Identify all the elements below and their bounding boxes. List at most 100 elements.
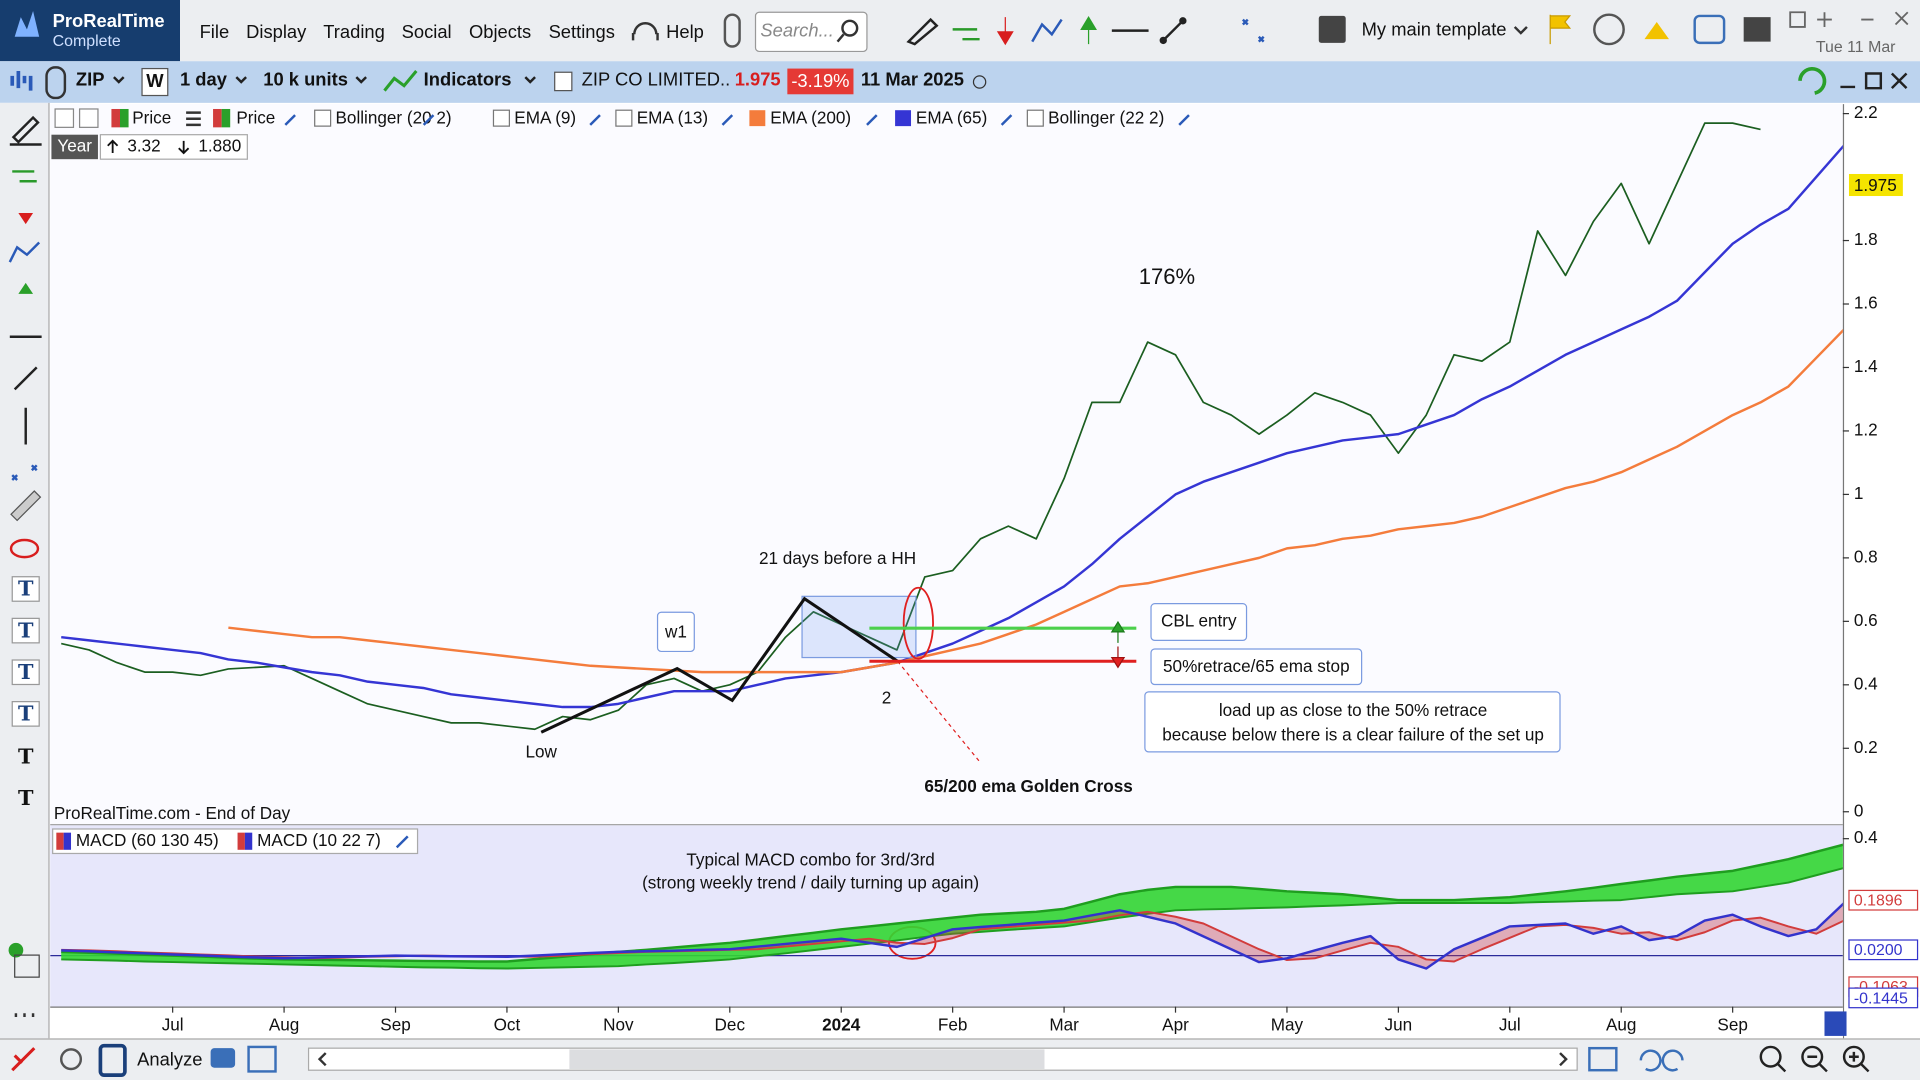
calculator-icon[interactable]: [1743, 17, 1771, 42]
draw-tool[interactable]: [9, 115, 42, 146]
indicators-icon[interactable]: [383, 70, 418, 92]
menu-item[interactable]: Display: [246, 21, 307, 42]
fib-tool[interactable]: [1241, 18, 1265, 43]
info-icon[interactable]: [554, 71, 573, 92]
share-icon[interactable]: [59, 1048, 83, 1071]
legend-swatch[interactable]: [895, 110, 912, 127]
text-tool-button[interactable]: [11, 659, 40, 686]
zoom-in[interactable]: [1842, 1045, 1865, 1068]
dropdown-arrow[interactable]: [113, 76, 125, 84]
menu-item[interactable]: Trading: [323, 21, 385, 42]
legend-checkbox[interactable]: [1026, 109, 1044, 127]
scroll-arrows[interactable]: [317, 1052, 1568, 1067]
legend-button[interactable]: [78, 108, 99, 128]
annotation: w1: [664, 622, 687, 642]
link-button[interactable]: [723, 13, 741, 48]
legend-label[interactable]: Price: [236, 107, 275, 127]
zoom-fit[interactable]: [1759, 1045, 1782, 1068]
dropdown-arrow[interactable]: [355, 76, 367, 84]
window-icon[interactable]: [247, 1045, 277, 1073]
template-name[interactable]: My main template: [1362, 18, 1507, 39]
calendar-icon[interactable]: [1588, 1046, 1618, 1072]
dropdown-arrow[interactable]: [524, 76, 536, 84]
fib-tool[interactable]: [11, 464, 38, 481]
legend-label[interactable]: EMA (13): [637, 107, 708, 127]
x-tick-label: Jul: [1499, 1015, 1521, 1035]
legend-label[interactable]: MACD (60 130 45): [76, 830, 219, 850]
hline-tool[interactable]: [952, 28, 980, 41]
value-marker: [1848, 987, 1919, 1009]
x-tick-label: Oct: [494, 1015, 521, 1035]
legend-checkbox[interactable]: [615, 109, 633, 127]
chat-icon[interactable]: [210, 1048, 236, 1068]
chart-type-icon[interactable]: [10, 71, 33, 91]
analyze-button[interactable]: Analyze: [137, 1048, 202, 1069]
indicators-button[interactable]: Indicators: [424, 69, 512, 90]
trend-tool[interactable]: [1031, 18, 1063, 43]
scroll-thumb[interactable]: [569, 1049, 1045, 1069]
settings-icon[interactable]: [395, 835, 409, 849]
ellipse-tool[interactable]: [9, 538, 40, 559]
scroll-end-button[interactable]: [1824, 1011, 1847, 1036]
legend-label[interactable]: Price: [132, 107, 171, 127]
hline-tool[interactable]: [12, 170, 37, 183]
app-icon[interactable]: [11, 1047, 36, 1072]
menu-item[interactable]: Settings: [549, 21, 615, 42]
legend-label[interactable]: Bollinger (22 2): [1048, 107, 1164, 127]
trend-tool[interactable]: [8, 241, 41, 263]
flag-icon[interactable]: [1549, 14, 1572, 45]
ruler-tool[interactable]: [10, 490, 42, 522]
timeframe[interactable]: 1 day: [180, 69, 228, 90]
text-tool[interactable]: T: [18, 743, 34, 768]
menu-item[interactable]: File: [200, 21, 230, 42]
sell-tool[interactable]: [18, 200, 34, 225]
legend-label[interactable]: EMA (200): [770, 107, 851, 127]
panel-controls[interactable]: [1840, 72, 1908, 90]
save-template[interactable]: [1318, 15, 1346, 43]
zoom-out[interactable]: [1801, 1045, 1824, 1068]
text-tool[interactable]: T: [18, 785, 34, 810]
sound-icon[interactable]: [1593, 13, 1625, 46]
text-tool[interactable]: T: [18, 617, 34, 642]
legend-label[interactable]: Bollinger (20 2): [336, 107, 452, 127]
dropdown-arrow[interactable]: [235, 76, 247, 84]
sync-icon[interactable]: [1798, 67, 1827, 95]
legend-label[interactable]: MACD (10 22 7): [257, 830, 381, 850]
text-tool-button[interactable]: [11, 701, 40, 727]
text-tool[interactable]: T: [18, 659, 34, 684]
dropdown-arrow[interactable]: [1513, 26, 1528, 35]
link-icon[interactable]: [45, 66, 67, 100]
segment-tool[interactable]: [1162, 19, 1184, 42]
text-tool-button[interactable]: [11, 576, 40, 602]
units[interactable]: 10 k units: [263, 69, 348, 90]
refresh-icon[interactable]: [1693, 14, 1726, 45]
legend-button[interactable]: [54, 108, 75, 128]
list-icon[interactable]: [186, 111, 201, 127]
text-tool[interactable]: T: [18, 576, 34, 601]
alert-icon[interactable]: [1644, 22, 1669, 40]
menu-item[interactable]: Social: [402, 21, 452, 42]
date-axis: [50, 1006, 1843, 1039]
pencil-tool[interactable]: [906, 17, 939, 46]
buy-tool[interactable]: [18, 282, 34, 307]
tool-icon[interactable]: [14, 954, 40, 978]
segment-tool[interactable]: [13, 366, 38, 391]
help-icon[interactable]: [631, 22, 659, 41]
weekly-button[interactable]: [141, 67, 169, 97]
legend-checkbox[interactable]: [492, 109, 510, 127]
text-tool[interactable]: T: [18, 701, 34, 726]
legend-label[interactable]: EMA (65): [916, 107, 987, 127]
menu-item[interactable]: Help: [666, 21, 704, 42]
ticker[interactable]: ZIP: [76, 69, 105, 90]
settings-icon[interactable]: [284, 114, 1190, 126]
legend-label[interactable]: EMA (9): [514, 107, 576, 127]
buy-tool[interactable]: [1080, 15, 1097, 45]
legend-checkbox[interactable]: [314, 109, 332, 127]
sell-tool[interactable]: [996, 17, 1014, 46]
analyze-icon[interactable]: [98, 1043, 127, 1077]
text-tool-button[interactable]: [11, 617, 40, 644]
window-controls[interactable]: [1789, 11, 1909, 28]
undo-redo[interactable]: [1639, 1049, 1684, 1072]
legend-swatch[interactable]: [749, 110, 766, 127]
menu-item[interactable]: Objects: [469, 21, 531, 42]
